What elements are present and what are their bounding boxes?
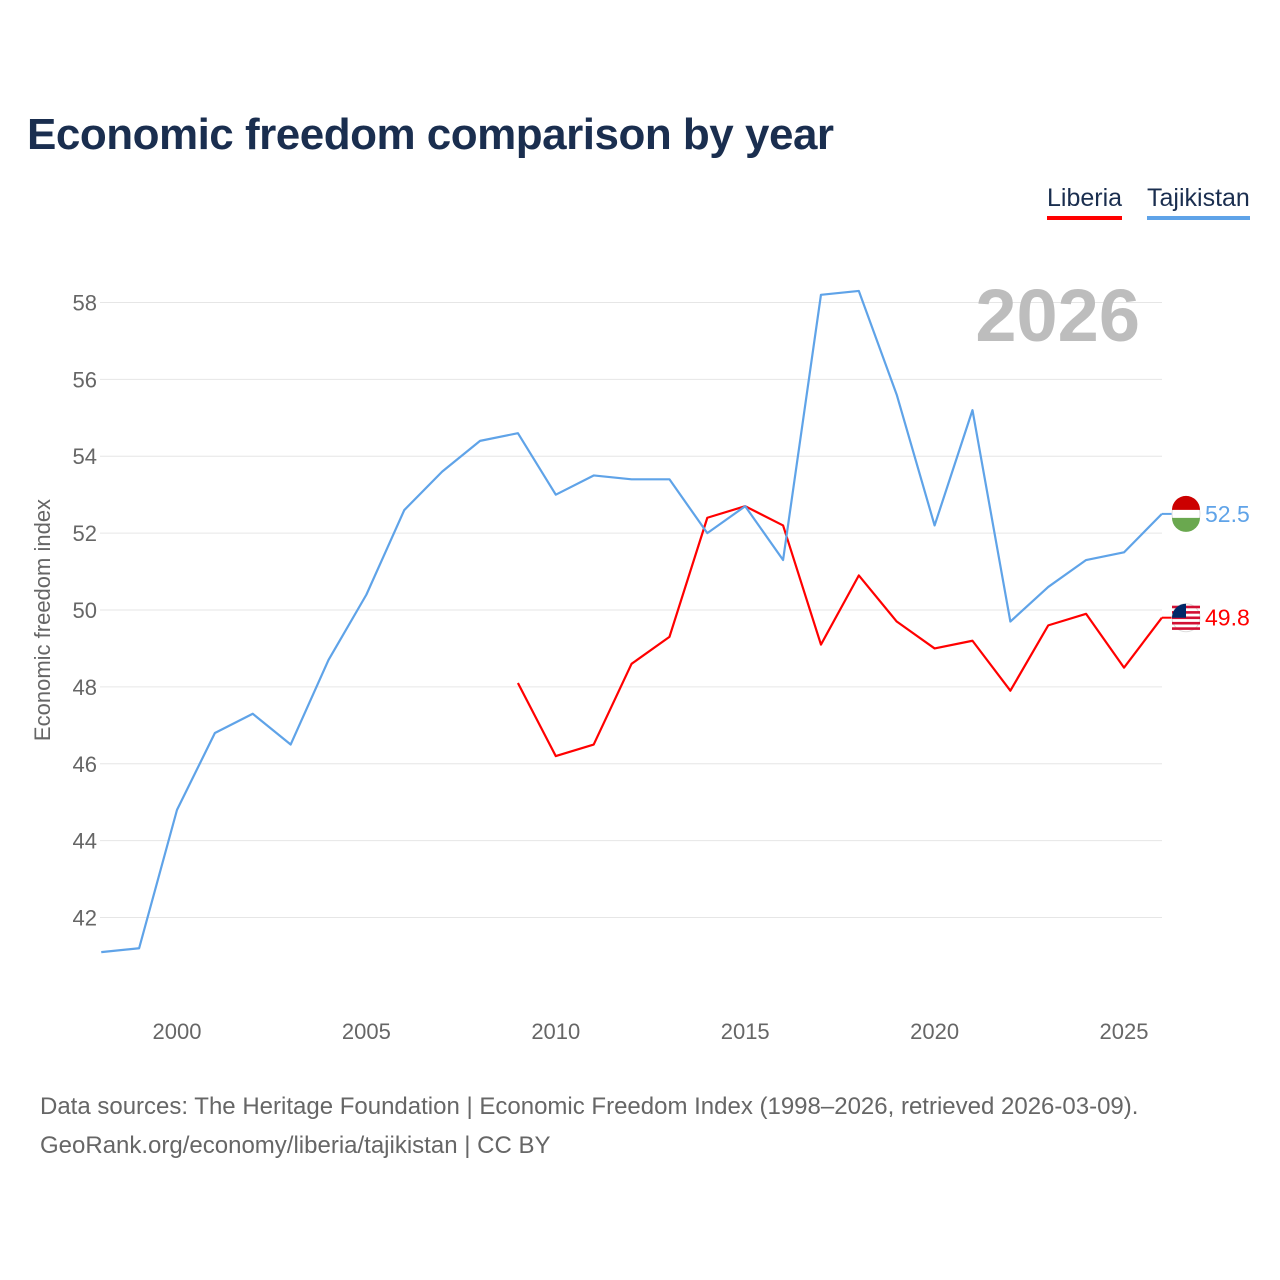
x-tick-label: 2025: [1100, 1019, 1149, 1044]
flag-stripe: [1172, 616, 1200, 620]
y-tick-label: 54: [73, 444, 97, 469]
x-tick-label: 2015: [721, 1019, 770, 1044]
end-value-label-tajikistan: 52.5: [1205, 501, 1250, 527]
y-tick-label: 42: [73, 906, 97, 931]
flag-red: [1172, 495, 1200, 510]
flag-canton: [1172, 603, 1186, 618]
flag-stripe: [1172, 621, 1200, 625]
y-axis-label: Economic freedom index: [30, 499, 55, 741]
series-line-tajikistan: [101, 289, 1163, 954]
flag-stripe: [1172, 627, 1200, 630]
y-tick-label: 44: [73, 829, 97, 854]
x-tick-label: 2000: [153, 1019, 202, 1044]
end-value-label-liberia: 49.8: [1205, 605, 1250, 631]
y-tick-label: 52: [73, 521, 97, 546]
y-tick-label: 46: [73, 752, 97, 777]
x-tick-label: 2005: [342, 1019, 391, 1044]
y-tick-label: 50: [73, 598, 97, 623]
x-tick-label: 2010: [531, 1019, 580, 1044]
footer: Data sources: The Heritage Foundation | …: [40, 1087, 1138, 1165]
footer-link[interactable]: GeoRank.org/economy/liberia/tajikistan |…: [40, 1132, 551, 1159]
y-tick-label: 56: [73, 367, 97, 392]
year-overlay: 2026: [975, 274, 1140, 357]
x-tick-label: 2020: [910, 1019, 959, 1044]
series-line-liberia: [516, 505, 1163, 758]
chart-title: Economic freedom comparison by year: [27, 110, 834, 159]
legend-item-liberia[interactable]: Liberia: [1047, 184, 1123, 220]
legend-item-tajikistan[interactable]: Tajikistan: [1147, 184, 1250, 220]
footer-sources: Data sources: The Heritage Foundation | …: [40, 1093, 1139, 1120]
y-tick-label: 58: [73, 290, 97, 315]
y-tick-label: 48: [73, 675, 97, 700]
flag-green: [1172, 517, 1200, 532]
